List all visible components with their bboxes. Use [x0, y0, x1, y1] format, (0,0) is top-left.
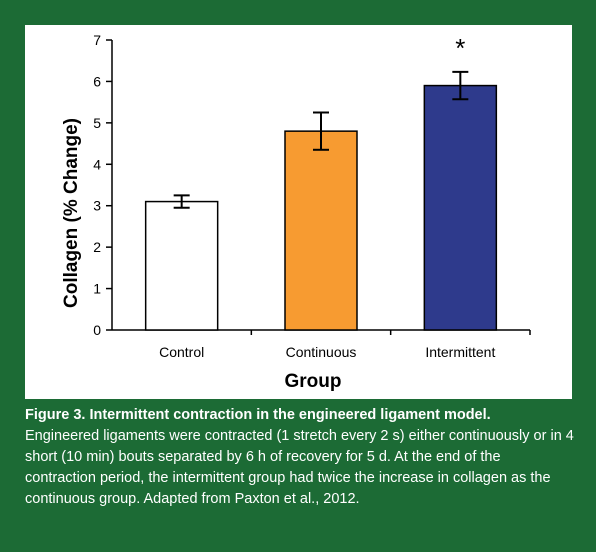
x-tick-label: Intermittent	[425, 344, 495, 360]
x-tick-label: Control	[159, 344, 204, 360]
x-tick-label: Continuous	[286, 344, 357, 360]
y-tick-label: 4	[93, 156, 101, 172]
chart-panel: 0 1 2 3 4 5 6 7 * Control Continuous Intermittent…	[25, 25, 572, 399]
bars: *	[144, 33, 498, 331]
y-axis-label: Collagen (% Change)	[61, 118, 82, 308]
significance-marker: *	[455, 33, 465, 63]
x-ticks: Control Continuous Intermittent	[159, 330, 531, 360]
y-tick-label: 2	[93, 239, 101, 255]
figure-caption: Figure 3. Intermittent contraction in th…	[25, 405, 575, 510]
y-tick-label: 3	[93, 198, 101, 214]
y-tick-label: 1	[93, 281, 101, 297]
y-tick-label: 5	[93, 115, 101, 131]
y-tick-label: 0	[93, 322, 101, 338]
y-tick-label: 7	[93, 32, 101, 48]
y-ticks: 0 1 2 3 4 5 6 7	[93, 32, 112, 338]
bar-control	[144, 200, 219, 331]
x-axis-label: Group	[285, 371, 342, 392]
y-tick-label: 6	[93, 73, 101, 89]
bar-intermittent	[423, 84, 498, 331]
caption-title: Figure 3. Intermittent contraction in th…	[25, 407, 491, 423]
bar-chart: 0 1 2 3 4 5 6 7 * Control Continuous Intermittent…	[61, 32, 531, 392]
caption-body: Engineered ligaments were contracted (1 …	[25, 428, 574, 507]
bar-continuous	[284, 130, 358, 331]
